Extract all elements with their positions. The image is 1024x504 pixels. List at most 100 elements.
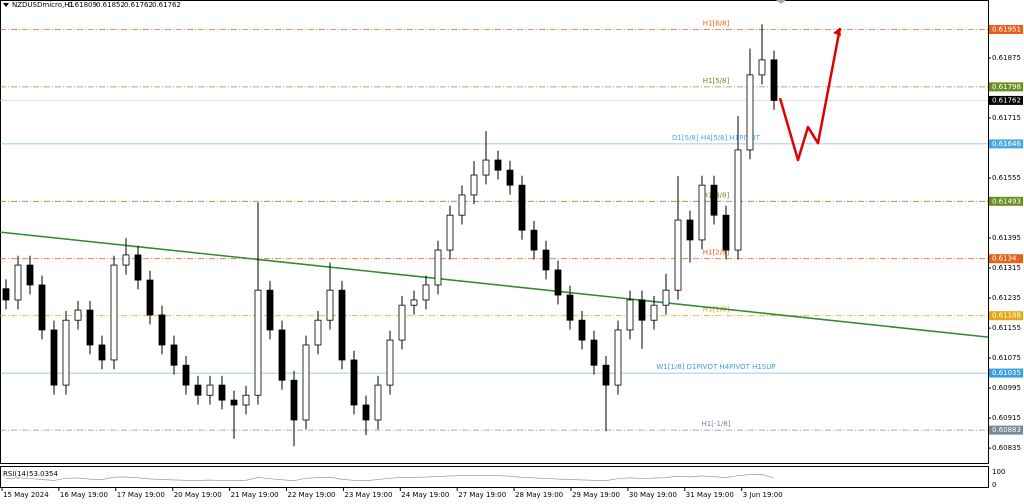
time-label: 27 May 19:00 bbox=[458, 491, 506, 499]
candle-body bbox=[290, 379, 298, 421]
candle-body bbox=[2, 288, 10, 301]
time-label: 15 May 2024 bbox=[3, 491, 49, 499]
rsi-tick-label: 0 bbox=[992, 481, 996, 489]
time-label: 21 May 19:00 bbox=[231, 491, 279, 499]
candle-body bbox=[314, 319, 322, 346]
level-price: 0.6134 bbox=[992, 255, 1017, 263]
candle-body bbox=[26, 264, 34, 286]
candle-body bbox=[38, 284, 46, 331]
time-label: 17 May 19:00 bbox=[117, 491, 165, 499]
candle-body bbox=[146, 279, 154, 316]
y-tick-label: 0.60835 bbox=[992, 444, 1021, 452]
candle-body bbox=[266, 289, 274, 331]
rsi-line bbox=[5, 474, 775, 482]
candle-body bbox=[422, 284, 430, 301]
level-price-box bbox=[989, 311, 1023, 321]
candle-body bbox=[542, 249, 550, 271]
level-price-box bbox=[989, 139, 1023, 149]
level-price: 0.61646 bbox=[992, 140, 1021, 148]
candle-body bbox=[134, 254, 142, 281]
y-tick-label: 0.61395 bbox=[992, 234, 1021, 242]
candle-body bbox=[230, 399, 238, 406]
y-tick-label: 0.61155 bbox=[992, 324, 1021, 332]
candle-body bbox=[374, 384, 382, 421]
rsi-label: RSI(14) bbox=[3, 470, 29, 478]
rsi-frame bbox=[0, 466, 989, 488]
level-price-box bbox=[989, 254, 1023, 264]
candle-body bbox=[74, 309, 82, 321]
candle-body bbox=[14, 264, 22, 301]
level-label: H1[1/8] bbox=[703, 306, 730, 314]
candle-body bbox=[686, 219, 694, 241]
y-tick-label: 0.60915 bbox=[992, 414, 1021, 422]
time-label: 20 May 19:00 bbox=[174, 491, 222, 499]
candle-body bbox=[554, 269, 562, 296]
candle-body bbox=[734, 149, 742, 251]
level-price: 0.61493 bbox=[992, 197, 1021, 205]
forecast-arrowhead bbox=[833, 28, 841, 37]
candle-body bbox=[590, 339, 598, 366]
candle-body bbox=[170, 344, 178, 366]
candle-body bbox=[662, 289, 670, 306]
time-label: 3 Jun 19:00 bbox=[743, 491, 783, 499]
time-label: 30 May 19:00 bbox=[629, 491, 677, 499]
ohlc-value: 0.61762 bbox=[152, 1, 181, 9]
candle-body bbox=[158, 314, 166, 346]
candle-body bbox=[446, 214, 454, 251]
candle-body bbox=[62, 319, 70, 386]
candle-body bbox=[254, 289, 262, 396]
candle-body bbox=[362, 404, 370, 421]
level-label: H1[-1/8] bbox=[702, 420, 731, 428]
candle-body bbox=[674, 219, 682, 291]
shift-marker bbox=[776, 0, 786, 4]
level-label: W1[1/8] D1PIVOT H4PIVOT H1SUP bbox=[656, 363, 775, 371]
forecast-path bbox=[778, 27, 842, 162]
level-price-box bbox=[989, 25, 1023, 35]
candle-body bbox=[458, 194, 466, 216]
candle-body bbox=[86, 309, 94, 346]
candle-body bbox=[530, 229, 538, 251]
level-price-box bbox=[989, 196, 1023, 206]
candle-body bbox=[98, 344, 106, 361]
candle-body bbox=[578, 319, 586, 341]
y-tick-label: 0.61875 bbox=[992, 54, 1021, 62]
candle-body bbox=[566, 294, 574, 321]
candle-body bbox=[518, 184, 526, 231]
level-price-box bbox=[989, 368, 1023, 378]
time-label: 29 May 19:00 bbox=[572, 491, 620, 499]
level-price: 0.61188 bbox=[992, 312, 1021, 320]
candle-body bbox=[698, 184, 706, 241]
candle-body bbox=[398, 304, 406, 341]
candle-body bbox=[626, 299, 634, 331]
y-tick-label: 0.61715 bbox=[992, 114, 1021, 122]
candle-body bbox=[122, 254, 130, 266]
candle-body bbox=[470, 174, 478, 196]
y-tick-label: 0.61315 bbox=[992, 264, 1021, 272]
candle-body bbox=[218, 384, 226, 401]
candle-body bbox=[650, 304, 658, 321]
bid-box bbox=[989, 95, 1023, 105]
candle-body bbox=[758, 59, 766, 76]
candle-body bbox=[770, 59, 778, 101]
candle-body bbox=[494, 159, 502, 171]
menu-arrow[interactable] bbox=[3, 3, 9, 7]
bid-price: 0.61762 bbox=[992, 96, 1021, 104]
level-price: 0.61035 bbox=[992, 369, 1021, 377]
time-label: 22 May 19:00 bbox=[288, 491, 336, 499]
candle-body bbox=[638, 299, 646, 321]
trendline bbox=[0, 231, 989, 338]
candle-body bbox=[614, 329, 622, 386]
candle-body bbox=[410, 299, 418, 306]
candle-body bbox=[350, 359, 358, 406]
candle-body bbox=[710, 184, 718, 216]
candle-body bbox=[338, 289, 346, 361]
level-label: H1[6/8] bbox=[703, 20, 730, 28]
candle-body bbox=[482, 159, 490, 176]
candle-body bbox=[386, 339, 394, 386]
y-tick-label: 0.61075 bbox=[992, 354, 1021, 362]
ohlc-value: 0.61852 bbox=[96, 1, 125, 9]
level-price-box bbox=[989, 425, 1023, 435]
candle-body bbox=[182, 364, 190, 386]
